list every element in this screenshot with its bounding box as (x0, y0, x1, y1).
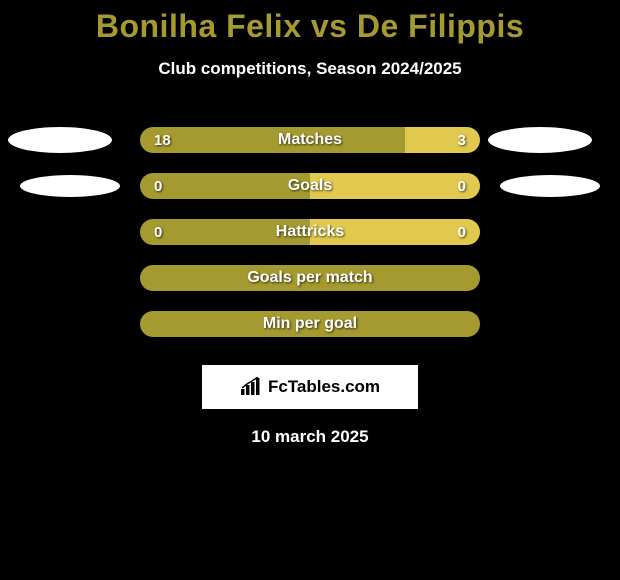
stat-bar-left (140, 265, 480, 291)
stat-row-hattricks: 0 0 Hattricks (0, 209, 620, 255)
date-text: 10 march 2025 (0, 427, 620, 447)
stat-bar: 18 3 Matches (140, 127, 480, 153)
player-left-icon (8, 127, 112, 153)
player-right-icon (500, 175, 600, 197)
page-title: Bonilha Felix vs De Filippis (0, 0, 620, 45)
player-right-icon (488, 127, 592, 153)
stat-bar: Min per goal (140, 311, 480, 337)
stat-value-left: 0 (140, 224, 162, 241)
stat-bar-left: 0 (140, 173, 310, 199)
brand-banner[interactable]: FcTables.com (202, 365, 418, 409)
brand-text: FcTables.com (268, 377, 380, 397)
stat-bar-right: 0 (310, 219, 480, 245)
stat-row-goals: 0 0 Goals (0, 163, 620, 209)
stat-value-left: 0 (140, 178, 162, 195)
page-subtitle: Club competitions, Season 2024/2025 (0, 59, 620, 79)
stat-value-right: 3 (458, 132, 480, 149)
stat-bar-left: 0 (140, 219, 310, 245)
stat-value-right: 0 (458, 178, 480, 195)
stat-bar: 0 0 Goals (140, 173, 480, 199)
stat-bar: 0 0 Hattricks (140, 219, 480, 245)
stat-row-mpg: Min per goal (0, 301, 620, 347)
stat-row-matches: 18 3 Matches (0, 117, 620, 163)
stat-value-right: 0 (458, 224, 480, 241)
stat-bar-left: 18 (140, 127, 405, 153)
chart-icon (240, 377, 262, 397)
stat-bar: Goals per match (140, 265, 480, 291)
stats-container: 18 3 Matches 0 0 Goals 0 (0, 117, 620, 347)
stat-bar-right: 3 (405, 127, 480, 153)
player-left-icon (20, 175, 120, 197)
stat-bar-right: 0 (310, 173, 480, 199)
stat-row-gpm: Goals per match (0, 255, 620, 301)
stat-bar-left (140, 311, 480, 337)
stat-value-left: 18 (140, 132, 171, 149)
